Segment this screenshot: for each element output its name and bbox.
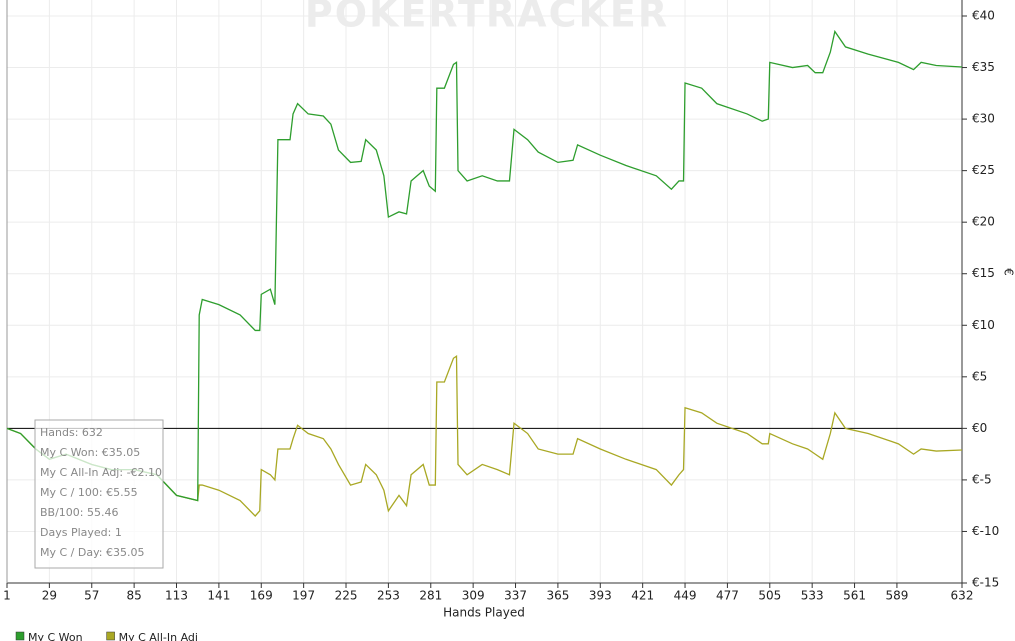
y-tick-label: €35 (972, 60, 995, 74)
x-tick-label: 57 (84, 589, 99, 603)
y-tick-label: €10 (972, 318, 995, 332)
y-tick-label: €5 (972, 369, 987, 383)
watermark: POKERTRACKER (305, 0, 669, 36)
legend-swatch (15, 631, 25, 641)
series-line (6, 354, 963, 517)
x-tick-label: 365 (546, 589, 569, 603)
tooltip: Hands: 632 My C Won: €35.05 My C All-In Ad… (34, 419, 164, 569)
tooltip-line: Hands: 632 (40, 426, 103, 439)
y-tick-label: €0 (972, 421, 987, 435)
x-tick-label: 1 (3, 589, 11, 603)
tooltip-line: My C Won: €35.05 (40, 446, 140, 459)
x-tick-label: 141 (207, 589, 230, 603)
y-tick-label: €20 (972, 215, 995, 229)
x-tick-label: 449 (674, 589, 697, 603)
x-tick-label: 632 (951, 589, 974, 603)
x-tick-label: 393 (589, 589, 612, 603)
x-tick-label: 477 (716, 589, 739, 603)
x-tick-label: 253 (377, 589, 400, 603)
y-tick-label: €15 (972, 266, 995, 280)
tooltip-line: My C All-In Adj: -€2.10 (40, 466, 162, 479)
y-axis-label: € (1002, 268, 1015, 276)
x-tick-label: 197 (292, 589, 315, 603)
tooltip-line: Days Played: 1 (40, 526, 122, 539)
x-tick-label: 113 (165, 589, 188, 603)
tooltip-line: My C / 100: €5.55 (40, 486, 138, 499)
y-tick-label: €40 (972, 9, 995, 23)
x-tick-label: 281 (419, 589, 442, 603)
x-tick-label: 225 (335, 589, 358, 603)
y-tick-label: €-10 (972, 524, 999, 538)
x-axis-label: Hands Played (443, 606, 525, 620)
y-tick-label: €30 (972, 112, 995, 126)
x-tick-label: 309 (462, 589, 485, 603)
x-tick-label: 589 (885, 589, 908, 603)
legend-label: My C Won (28, 631, 83, 641)
x-tick-label: 337 (504, 589, 527, 603)
x-tick-label: 29 (42, 589, 57, 603)
legend-swatch (106, 631, 115, 641)
y-tick-label: €25 (972, 163, 995, 177)
x-tick-label: 505 (758, 589, 781, 603)
y-tick-label: €-15 (972, 576, 999, 590)
y-tick-label: €-5 (972, 472, 992, 486)
tooltip-line: BB/100: 55.46 (40, 506, 119, 519)
legend-label: My C All-In Adj (119, 631, 198, 641)
x-tick-label: 561 (843, 589, 866, 603)
series-line (6, 29, 963, 502)
tooltip-box (34, 419, 164, 569)
x-tick-label: 533 (801, 589, 824, 603)
x-tick-label: 421 (631, 589, 654, 603)
x-tick-label: 169 (250, 589, 273, 603)
tooltip-line: My C / Day: €35.05 (40, 546, 145, 559)
x-tick-label: 85 (126, 589, 141, 603)
